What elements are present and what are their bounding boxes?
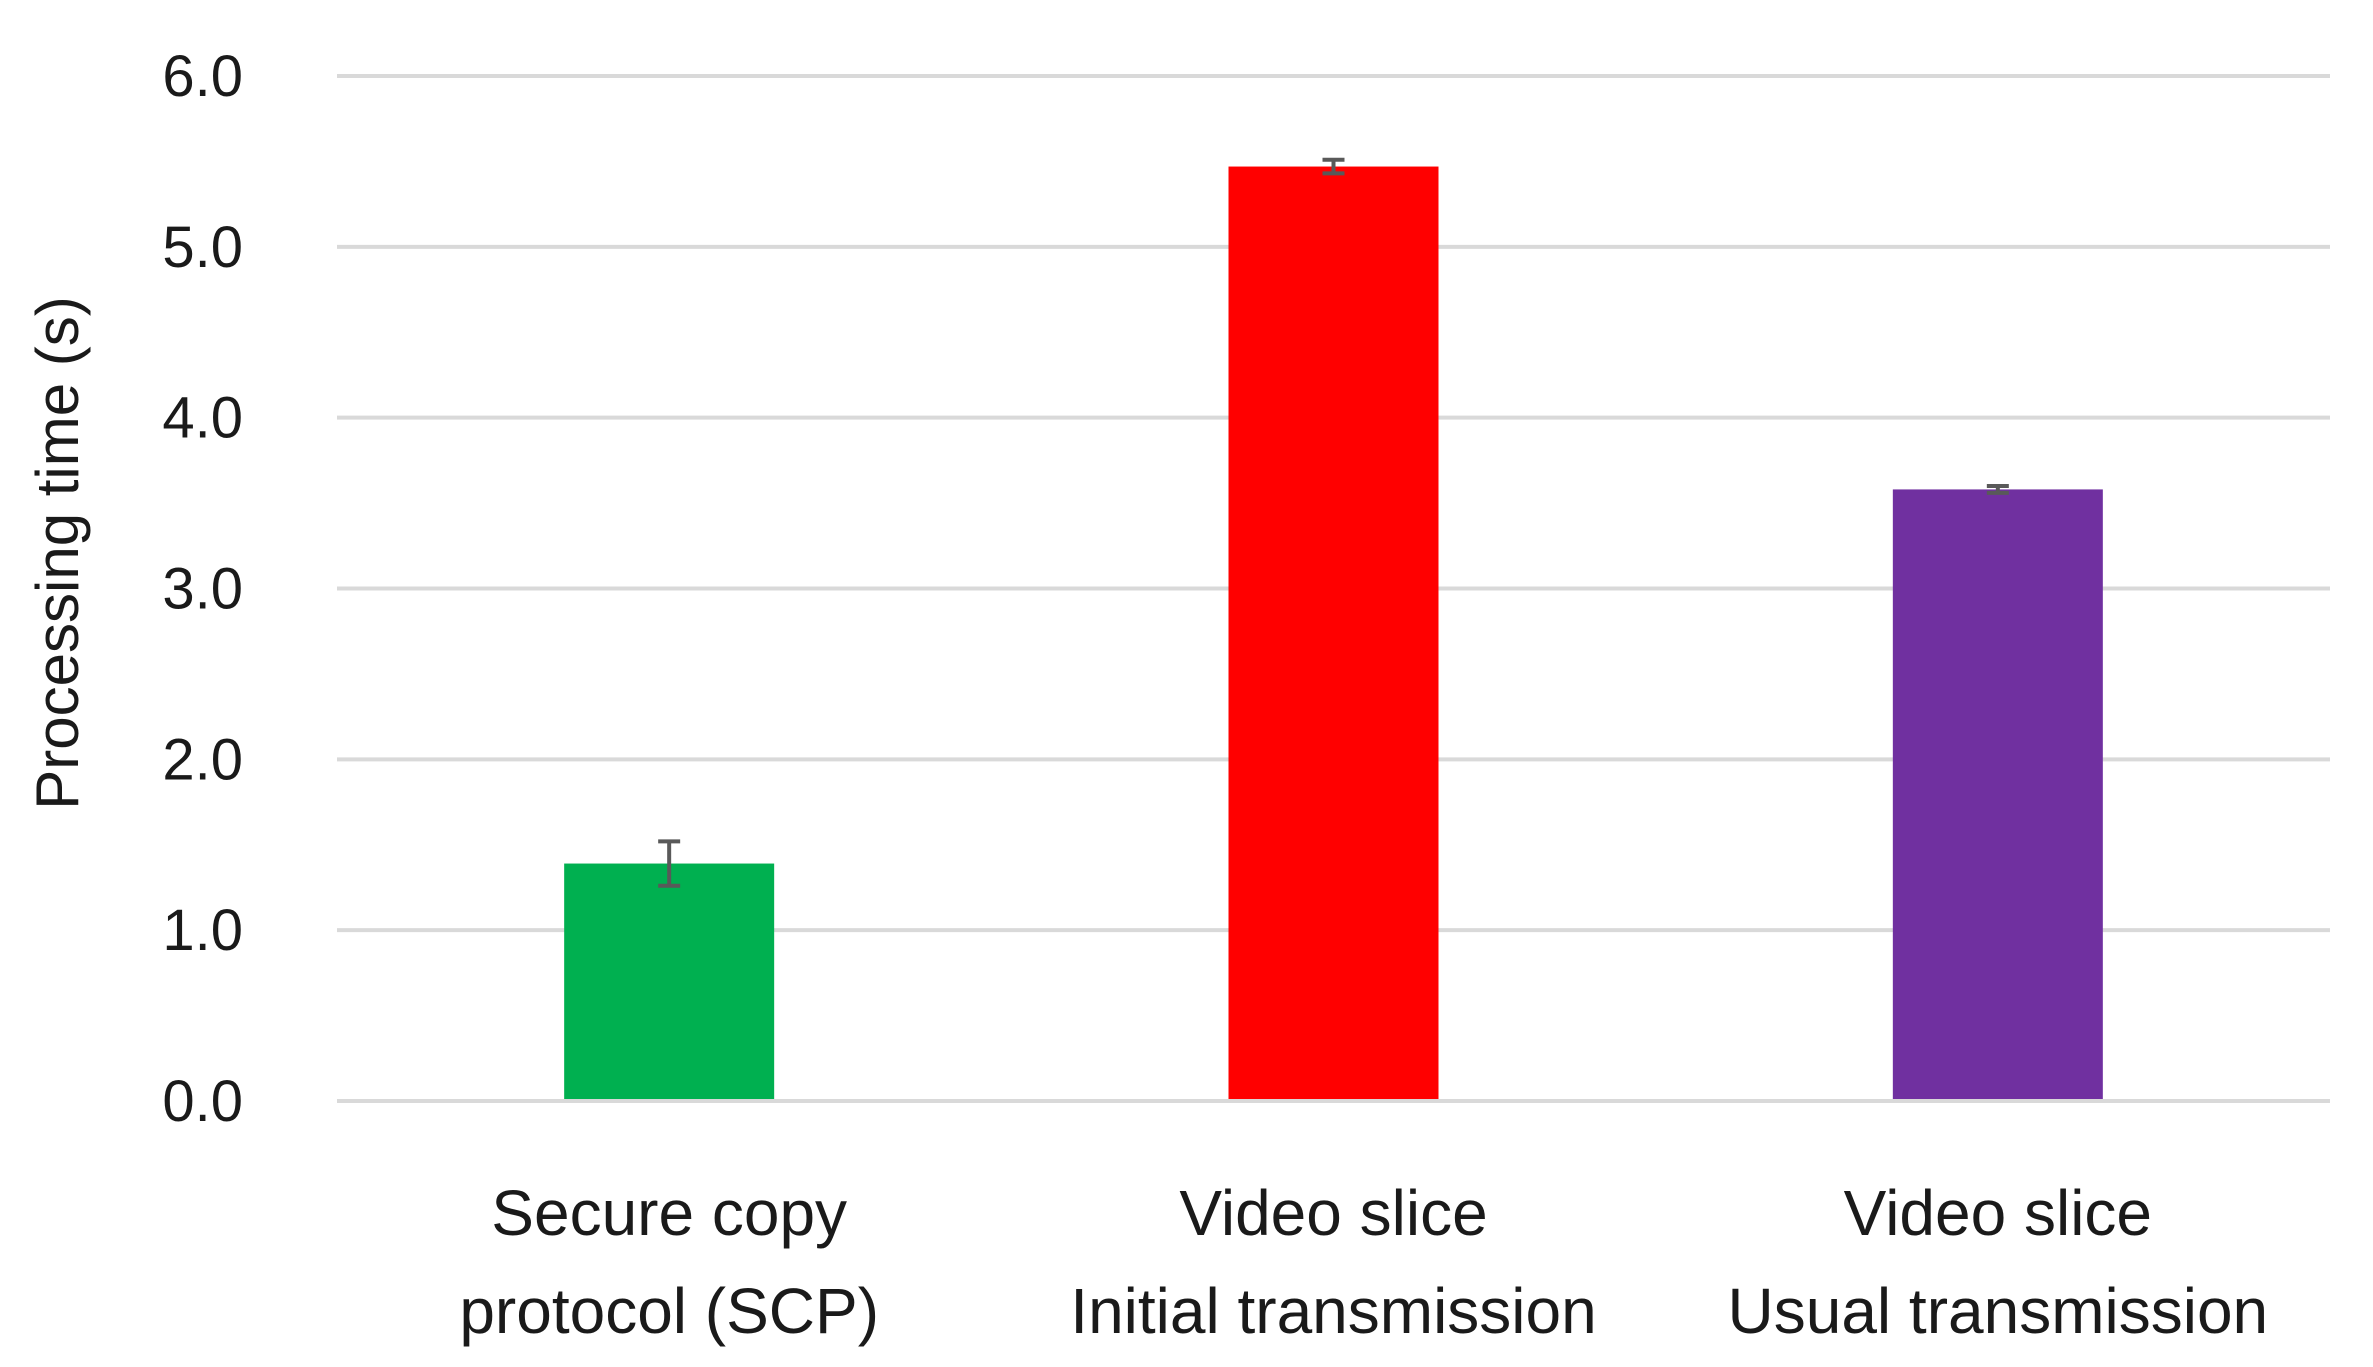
y-tick-label: 4.0 <box>162 386 243 451</box>
y-tick-label: 6.0 <box>162 44 243 109</box>
y-tick-label: 0.0 <box>162 1069 243 1134</box>
x-category-label: Video slice Usual transmission <box>1728 1177 2269 1347</box>
bar <box>1228 166 1439 1099</box>
y-tick-label: 2.0 <box>162 727 243 792</box>
y-tick-label: 1.0 <box>162 898 243 963</box>
y-tick-label: 3.0 <box>162 557 243 622</box>
bar <box>1892 489 2103 1100</box>
error-bar <box>658 839 681 888</box>
y-axis-title: Processing time (s) <box>24 296 91 809</box>
error-bars <box>658 157 2009 888</box>
x-axis-categories: Secure copy protocol (SCP) Video slice Init… <box>459 1177 2268 1347</box>
bars <box>564 166 2103 1100</box>
x-category-label: Secure copy protocol (SCP) <box>459 1177 879 1347</box>
bar <box>564 863 775 1099</box>
error-bar <box>1322 157 1345 176</box>
y-axis-ticks: 0.0 1.0 2.0 3.0 4.0 5.0 6.0 <box>162 44 243 1134</box>
y-tick-label: 5.0 <box>162 215 243 280</box>
error-bar <box>1986 484 2009 495</box>
x-category-label: Video slice Initial transmission <box>1070 1177 1596 1347</box>
